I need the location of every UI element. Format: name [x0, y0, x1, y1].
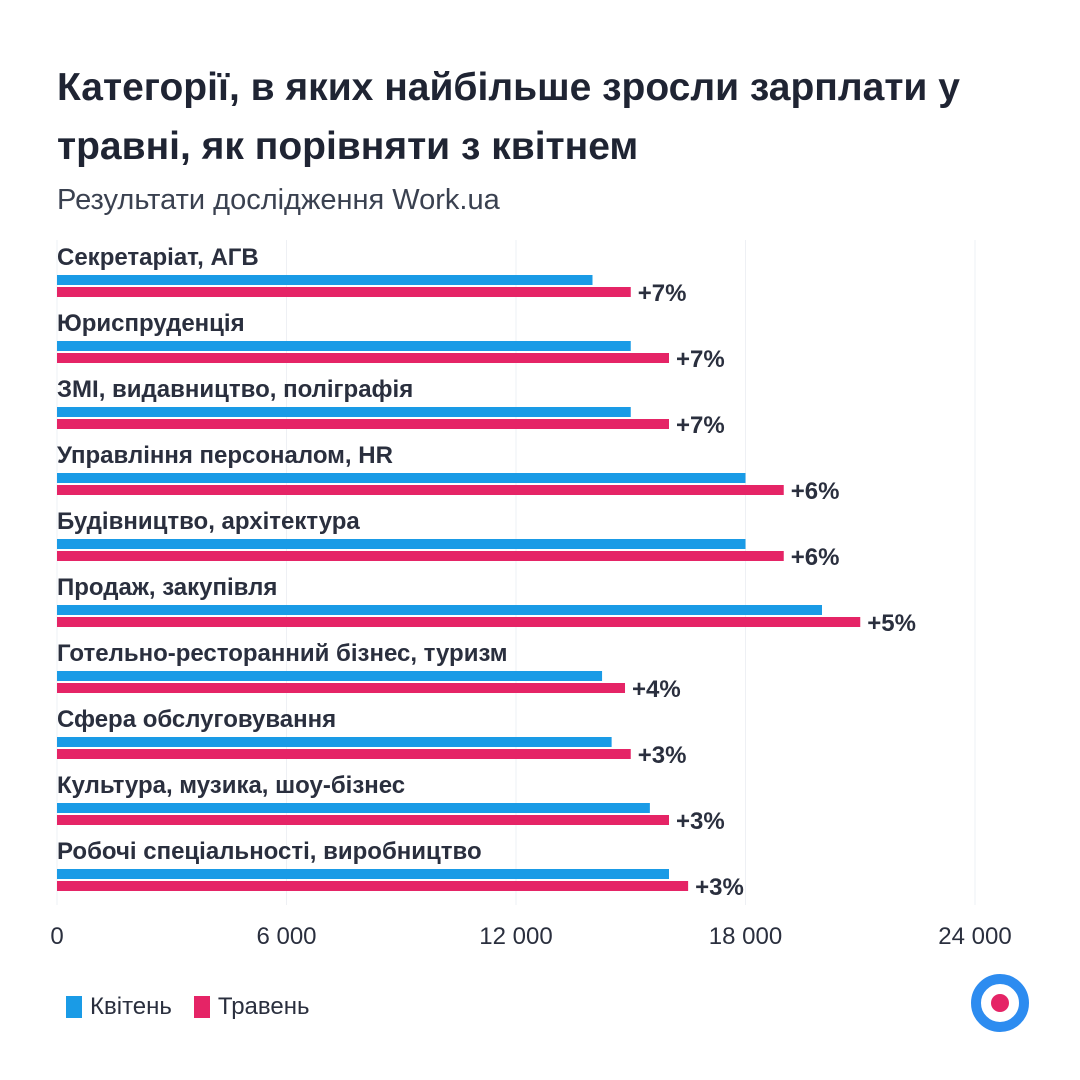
growth-label: +4%: [632, 676, 681, 703]
chart-title: Категорії, в яких найбільше зросли зарпл…: [57, 66, 960, 168]
bar-april: [57, 605, 822, 615]
growth-label: +7%: [676, 412, 725, 439]
legend-label-may: Травень: [217, 993, 310, 1020]
bar-may: [57, 287, 631, 297]
bar-may: [57, 749, 631, 759]
x-tick-label: 12 000: [479, 923, 552, 950]
category-label: Готельно-ресторанний бізнес, туризм: [57, 640, 508, 667]
bar-may: [57, 353, 669, 363]
bar-may: [57, 551, 784, 561]
x-tick-label: 24 000: [938, 923, 1011, 950]
legend-swatch-may: [193, 996, 210, 1018]
bar-may: [57, 815, 669, 825]
category-label: Сфера обслуговування: [57, 706, 336, 733]
bar-april: [57, 275, 593, 285]
category-label: Секретаріат, АГВ: [57, 244, 259, 271]
legend-label-april: Квітень: [90, 993, 172, 1020]
growth-label: +7%: [638, 280, 687, 307]
bar-may: [57, 617, 861, 627]
legend-swatch-april: [66, 996, 82, 1018]
bar-april: [57, 803, 650, 813]
bar-april: [57, 539, 746, 549]
category-label: Продаж, закупівля: [57, 574, 277, 601]
growth-label: +5%: [867, 610, 916, 637]
growth-label: +6%: [791, 544, 840, 571]
growth-label: +3%: [695, 874, 744, 901]
bar-april: [57, 473, 746, 483]
bar-april: [57, 869, 669, 879]
category-label: ЗМІ, видавництво, поліграфія: [57, 376, 413, 403]
category-label: Будівництво, архітектура: [57, 508, 360, 535]
bar-may: [57, 485, 784, 495]
work-ua-logo-icon: [971, 974, 1029, 1032]
bar-april: [57, 407, 631, 417]
bar-april: [57, 737, 612, 747]
category-label: Робочі спеціальності, виробництво: [57, 838, 482, 865]
growth-label: +7%: [676, 346, 725, 373]
growth-label: +3%: [638, 742, 687, 769]
bar-april: [57, 341, 631, 351]
category-label: Управління персоналом, HR: [57, 442, 393, 469]
bar-may: [57, 881, 689, 891]
x-tick-label: 0: [50, 923, 63, 950]
chart-subtitle: Результати дослідження Work.ua: [57, 184, 500, 216]
bar-may: [57, 683, 626, 693]
bar-may: [57, 419, 669, 429]
bar-april: [57, 671, 603, 681]
x-tick-label: 6 000: [256, 923, 316, 950]
x-tick-label: 18 000: [709, 923, 782, 950]
growth-label: +6%: [791, 478, 840, 505]
legend: Квітень Травень: [66, 993, 309, 1021]
growth-label: +3%: [676, 808, 725, 835]
category-label: Юриспруденція: [57, 310, 245, 337]
category-label: Культура, музика, шоу-бізнес: [57, 772, 405, 799]
